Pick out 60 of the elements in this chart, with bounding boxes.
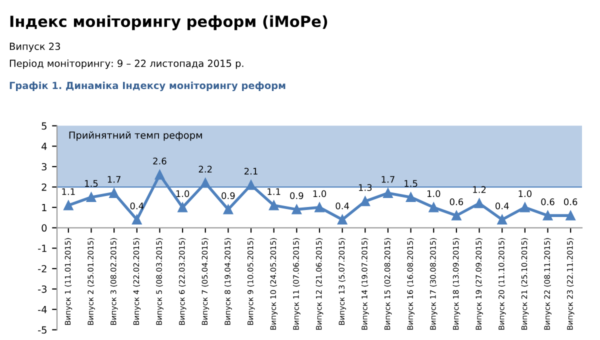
y-tick-label: -4 — [38, 306, 47, 314]
y-tick-label: -5 — [38, 326, 46, 334]
point — [246, 180, 256, 190]
data-label: 2.1 — [244, 168, 258, 175]
point — [109, 188, 119, 198]
point — [542, 210, 553, 220]
chart-subtitle: Графік 1. Динаміка Індексу моніторингу реформ — [10, 82, 286, 92]
point — [452, 210, 462, 220]
point — [154, 170, 165, 180]
data-label: 1.2 — [473, 186, 486, 193]
data-label: 0.6 — [541, 198, 554, 206]
point — [268, 200, 279, 210]
text: Випуск 23 — [10, 42, 60, 52]
data-label: 1.0 — [313, 190, 326, 198]
point — [178, 202, 188, 212]
y-tick-label: 3 — [42, 163, 46, 170]
data-label: 2.6 — [153, 158, 166, 164]
band-label: Прийнятний темп реформ — [69, 131, 202, 141]
chart-title: Індекс моніторингу реформ (iMoPe) — [10, 15, 328, 30]
point — [566, 210, 576, 220]
y-tick-label: -1 — [38, 244, 46, 252]
data-label: 1.0 — [518, 190, 532, 198]
y-tick-label: 1 — [42, 204, 46, 212]
y-tick-label: -3 — [38, 285, 46, 293]
point — [383, 188, 393, 198]
data-label: 0.4 — [336, 202, 349, 210]
y-tick-label: 0 — [42, 224, 47, 232]
data-label: 1.0 — [427, 190, 440, 198]
point — [474, 198, 484, 208]
point — [520, 202, 530, 212]
data-label: 0.4 — [496, 202, 509, 210]
y-tick-label: -2 — [38, 265, 46, 272]
point — [428, 202, 438, 212]
y-tick-label: 4 — [42, 142, 47, 150]
data-label: 0.9 — [222, 192, 235, 200]
data-label: 1.5 — [404, 180, 418, 187]
point — [223, 204, 234, 214]
data-label: 1.0 — [176, 190, 190, 198]
point — [314, 202, 324, 212]
point — [360, 196, 370, 206]
data-label: 0.9 — [290, 192, 304, 200]
point — [64, 200, 74, 210]
point — [132, 214, 142, 224]
text: Період моніторингу: 9 – 22 листопада 2015 р. — [10, 60, 244, 69]
data-label: 0.6 — [450, 198, 464, 206]
data-label: 1.1 — [268, 188, 280, 195]
data-label: 0.6 — [564, 198, 578, 206]
y-tick-label: 5 — [42, 122, 46, 130]
point — [337, 214, 348, 224]
y-tick-label: 2 — [42, 183, 46, 191]
data-label: 1.1 — [62, 188, 75, 195]
point — [497, 214, 507, 224]
point — [86, 192, 96, 202]
data-label: 1.5 — [85, 180, 98, 187]
point — [292, 204, 302, 214]
data-label: 2.2 — [198, 166, 212, 172]
data-label: 1.7 — [108, 176, 120, 183]
data-label: 1.7 — [382, 176, 394, 183]
point — [406, 192, 416, 202]
point — [200, 178, 210, 188]
